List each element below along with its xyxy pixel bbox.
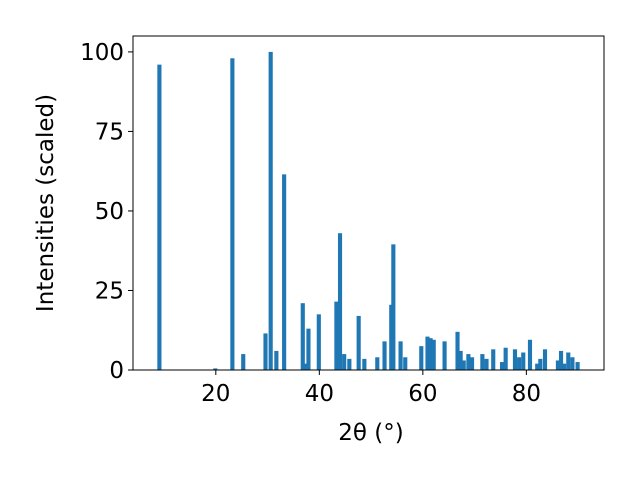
bar (334, 301, 339, 370)
x-tick-label: 40 (305, 381, 334, 407)
bar (458, 350, 463, 370)
bar (512, 349, 518, 370)
bar (230, 58, 235, 371)
x-tick-label: 60 (408, 381, 437, 407)
bar (517, 357, 522, 370)
x-tick-label: 80 (512, 381, 541, 407)
bar (347, 358, 352, 370)
bar (570, 357, 575, 370)
bar (382, 341, 387, 370)
bar (428, 338, 433, 370)
bar (538, 358, 543, 370)
bar (282, 174, 287, 370)
bar (342, 354, 347, 370)
bar (263, 333, 268, 370)
y-tick-label: 50 (95, 199, 124, 225)
bar (425, 336, 430, 370)
bar (455, 331, 460, 370)
bar (241, 354, 246, 370)
bar (213, 368, 218, 370)
bar (503, 347, 508, 370)
bar (274, 350, 279, 370)
bar (521, 352, 526, 370)
x-tick-label: 20 (201, 381, 230, 407)
bar (461, 360, 466, 370)
bar (356, 315, 361, 370)
bar (306, 328, 311, 370)
bar (403, 357, 408, 370)
bar (419, 346, 424, 370)
bar (157, 64, 162, 370)
bar (431, 339, 436, 370)
bar (535, 363, 540, 370)
bar (469, 357, 475, 370)
bar (575, 362, 580, 370)
bar (268, 51, 273, 371)
bar (542, 349, 548, 370)
bar (566, 352, 571, 370)
bar (442, 341, 447, 370)
y-tick-label: 0 (109, 358, 124, 384)
plot-frame (132, 35, 605, 371)
x-axis-label: 2θ (°) (338, 420, 403, 446)
bar (527, 339, 533, 370)
bar (375, 357, 380, 370)
bar (391, 244, 396, 370)
y-tick-label: 100 (80, 40, 124, 66)
y-tick-label: 75 (95, 119, 124, 145)
bar (491, 349, 496, 370)
bars-group (157, 51, 580, 371)
bar (337, 233, 343, 370)
bar (562, 363, 567, 370)
y-tick-label: 25 (95, 278, 124, 304)
bar (398, 341, 403, 370)
y-axis-label: Intensities (scaled) (33, 94, 59, 312)
y-axis-ticks: 0 25 50 75 100 (80, 40, 133, 384)
bar (316, 314, 321, 370)
bar (303, 363, 308, 370)
bar (555, 360, 560, 370)
bar (300, 303, 305, 370)
bar (480, 354, 485, 370)
bar (558, 350, 564, 370)
bar (484, 358, 489, 370)
bar (466, 354, 471, 370)
x-axis-ticks: 20 40 60 80 (201, 370, 541, 407)
bar (362, 358, 367, 370)
bar (499, 362, 505, 370)
